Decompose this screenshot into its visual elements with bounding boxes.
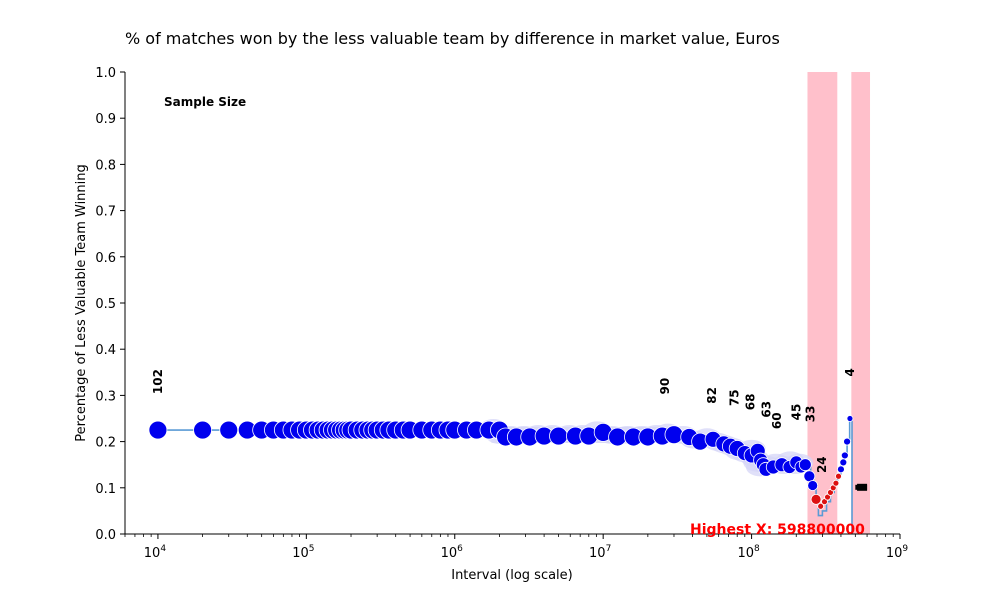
highlight-band-0 [807, 72, 838, 534]
data-point [821, 498, 828, 506]
data-point [810, 493, 822, 505]
sample-size-annotation: 60 [770, 412, 784, 429]
data-point [843, 437, 851, 446]
x-tick-label: 107 [589, 544, 611, 561]
y-axis-label: Percentage of Less Valuable Team Winning [74, 164, 89, 442]
data-point [549, 426, 568, 446]
data-point [608, 427, 627, 447]
data-point [807, 480, 819, 491]
y-tick-label: 0.6 [95, 251, 116, 266]
y-tick-label: 0.2 [95, 436, 116, 451]
y-tick-label: 0.3 [95, 389, 116, 404]
bar-marker-end [857, 483, 868, 491]
x-tick-label: 108 [737, 544, 760, 561]
data-point [219, 420, 239, 440]
sample-size-annotation: 45 [789, 404, 803, 421]
highlight-band-1 [851, 72, 871, 534]
highest-x-label: Highest X: 598800000 [690, 522, 865, 538]
sample-size-annotation: 82 [705, 387, 719, 404]
y-tick-label: 0.8 [95, 158, 116, 173]
sample-size-annotation: 102 [151, 369, 165, 394]
data-point [817, 502, 825, 510]
data-point [835, 472, 842, 480]
x-tick-label: 105 [292, 544, 314, 561]
data-point [148, 420, 168, 440]
x-tick-label: 104 [144, 544, 167, 561]
y-tick-label: 0.0 [95, 528, 116, 543]
y-tick-label: 0.7 [95, 205, 116, 220]
y-ticks: 0.0 0.1 0.2 0.3 0.4 0.5 0.6 0.7 0.8 0.9 1.0 [95, 66, 125, 543]
y-tick-label: 0.4 [95, 343, 116, 358]
sample-size-annotation: 33 [804, 406, 818, 423]
x-axis-label: Interval (log scale) [451, 568, 573, 583]
data-point [837, 465, 845, 474]
y-tick-label: 0.5 [95, 297, 116, 312]
y-tick-label: 0.9 [95, 112, 116, 127]
y-tick-label: 0.1 [95, 482, 116, 497]
x-tick-label: 109 [886, 544, 909, 561]
sample-size-label: Sample Size [164, 95, 246, 109]
sample-size-annotation: 75 [728, 389, 742, 406]
sample-size-annotation: 63 [759, 401, 773, 418]
highlight-bands [807, 72, 871, 534]
x-tick-label: 106 [441, 544, 464, 561]
data-point [193, 420, 213, 440]
y-tick-label: 1.0 [95, 66, 116, 81]
sample-size-annotation: 24 [815, 456, 829, 473]
sample-size-annotation: 4 [843, 368, 857, 376]
scatter-points [148, 415, 868, 510]
data-point [803, 470, 816, 483]
chart-title: % of matches won by the less valuable te… [125, 29, 780, 48]
data-point [798, 458, 812, 472]
data-point [664, 425, 684, 445]
sample-size-annotation: 90 [658, 378, 672, 395]
data-point [840, 451, 849, 460]
data-point [846, 415, 854, 422]
data-point [839, 458, 848, 467]
data-point [832, 479, 840, 487]
sample-size-annotation: 68 [743, 394, 757, 411]
x-ticks: 104 105 106 107 108 109 [124, 534, 909, 561]
